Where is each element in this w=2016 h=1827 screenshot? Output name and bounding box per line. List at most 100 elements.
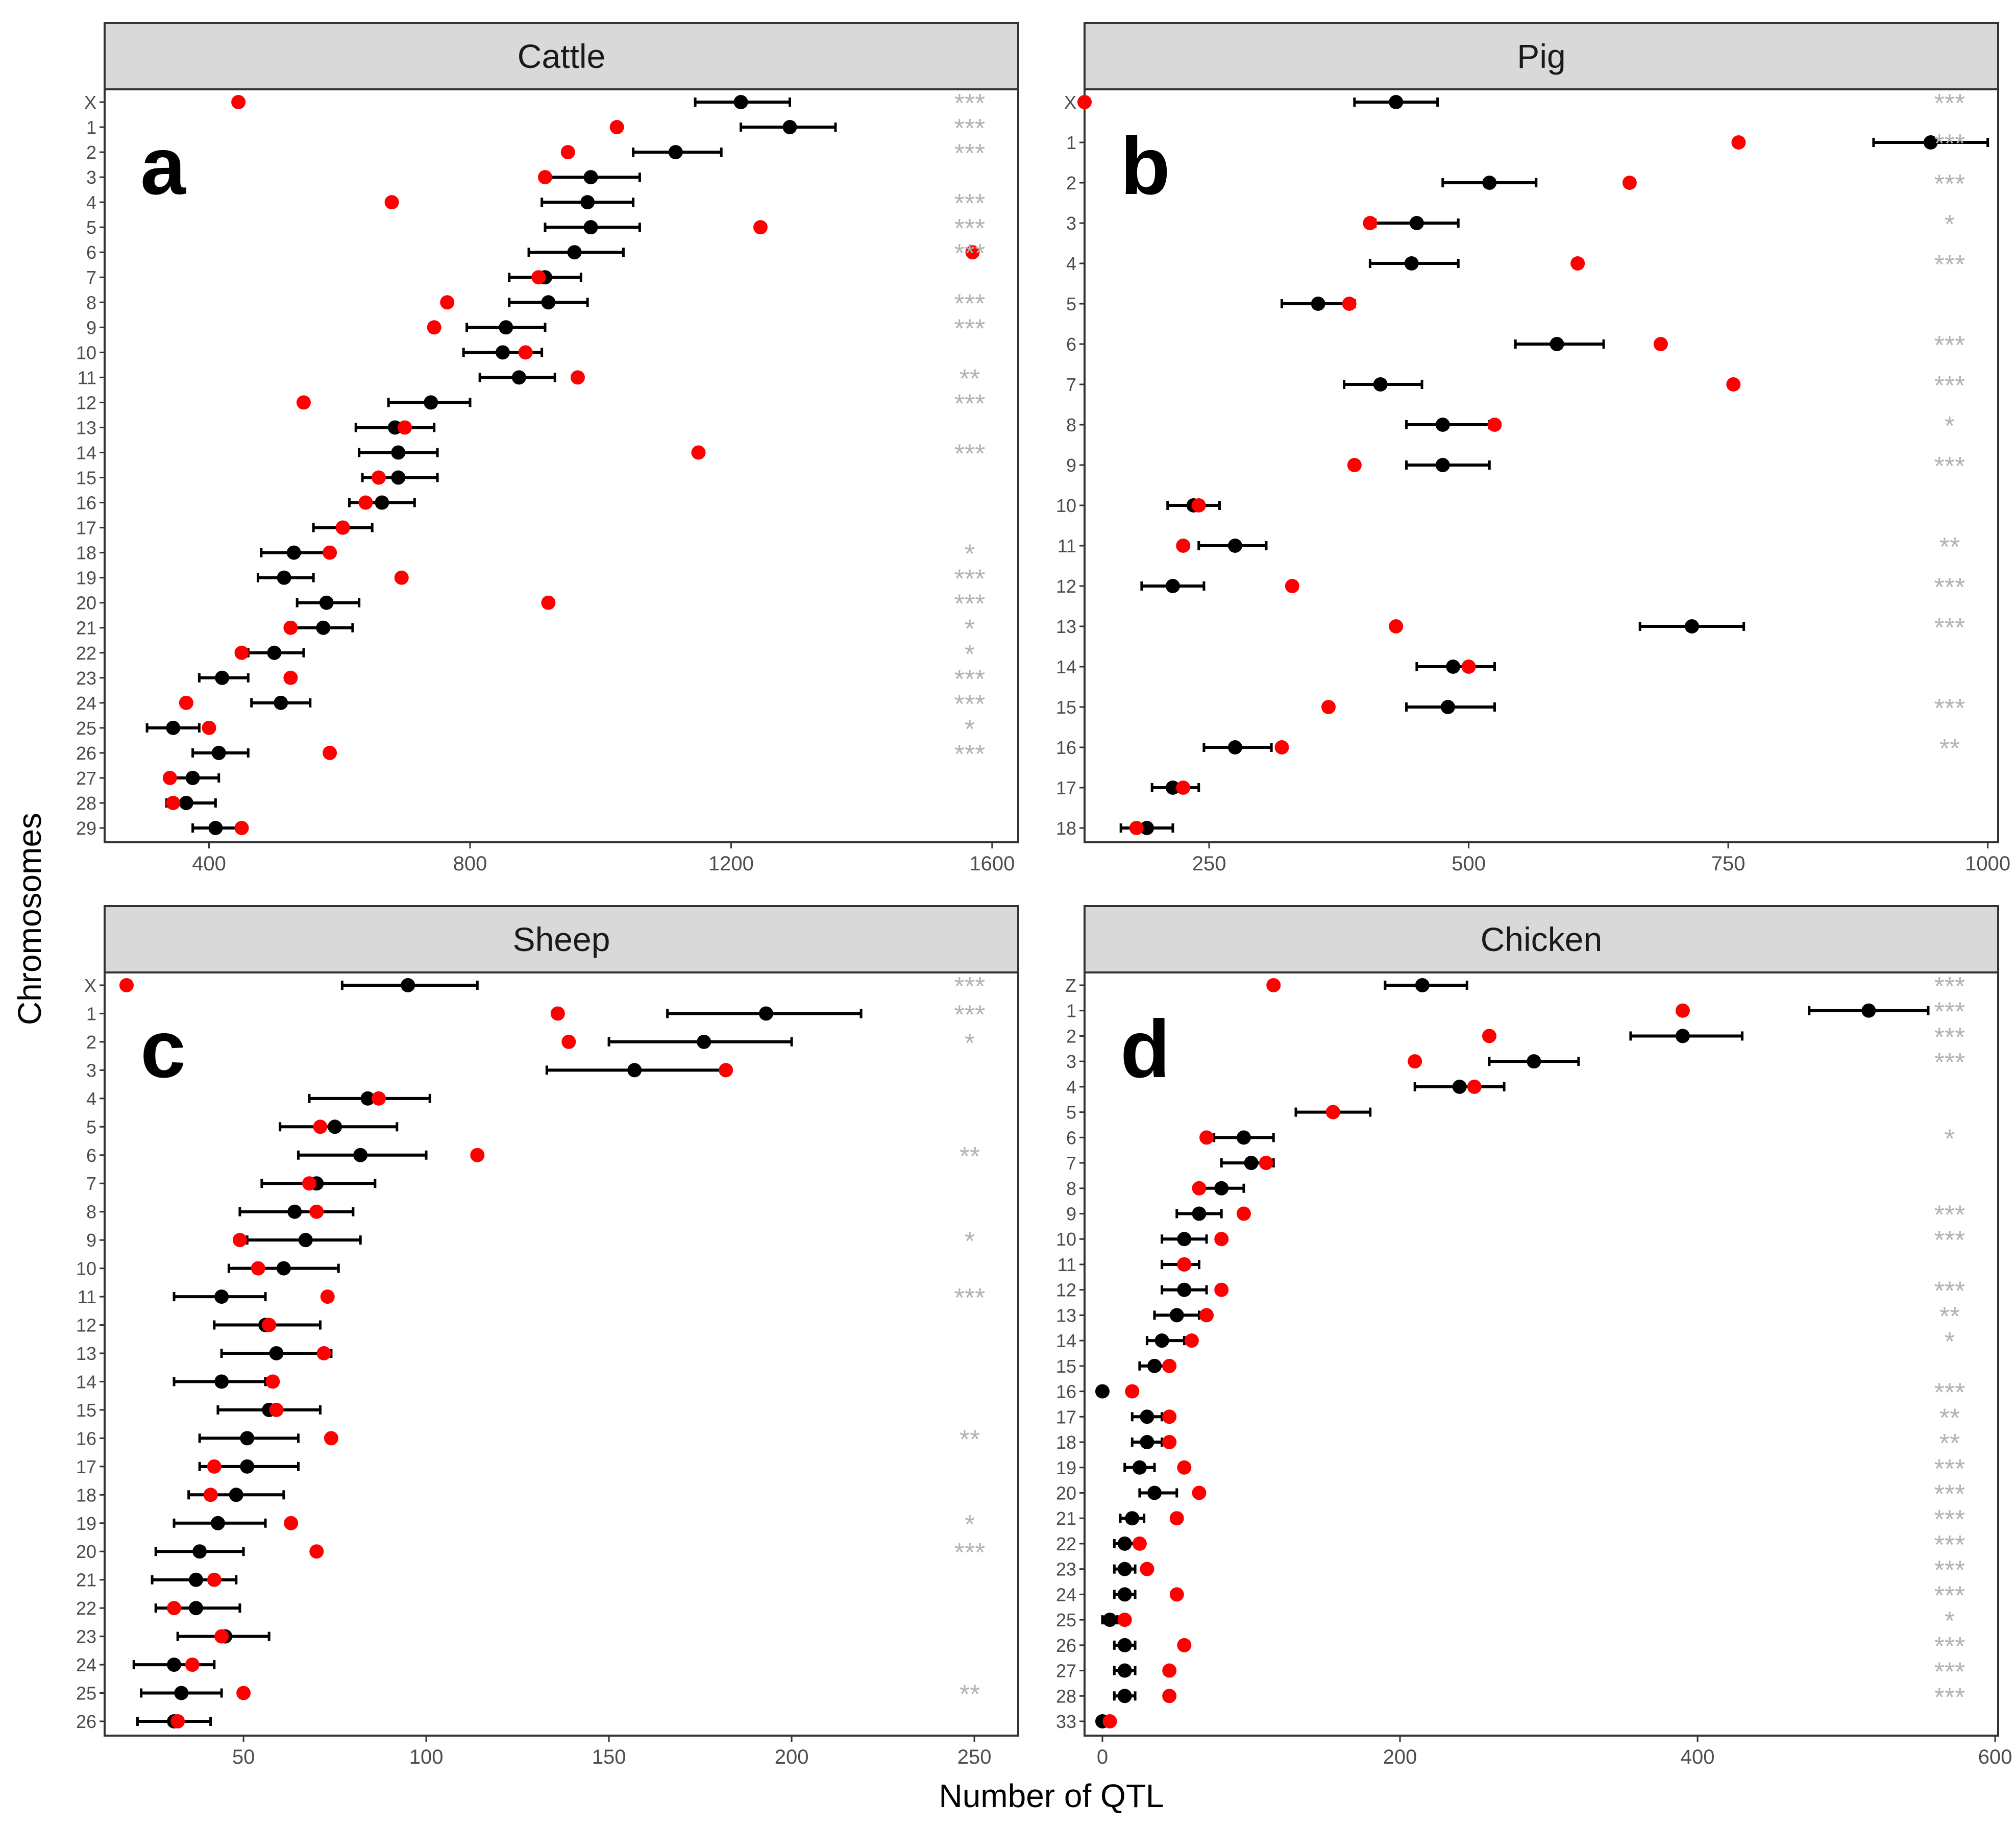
significance-label: *** bbox=[1934, 1226, 1965, 1255]
expected-point bbox=[192, 1544, 207, 1558]
observed-point bbox=[1389, 619, 1403, 634]
expected-point bbox=[541, 295, 555, 309]
observed-point bbox=[1140, 1562, 1154, 1576]
expected-point bbox=[174, 1686, 188, 1700]
y-tick-label: 12 bbox=[1056, 1280, 1076, 1301]
significance-label: *** bbox=[954, 139, 986, 168]
expected-point bbox=[1861, 1004, 1876, 1018]
expected-point bbox=[1436, 418, 1450, 432]
expected-point bbox=[240, 1459, 254, 1474]
observed-point bbox=[610, 120, 624, 134]
y-tick-label: 19 bbox=[76, 1513, 96, 1534]
expected-point bbox=[277, 1261, 291, 1276]
observed-point bbox=[1162, 1435, 1176, 1449]
y-tick-label: 16 bbox=[1056, 737, 1076, 758]
observed-point bbox=[309, 1544, 324, 1558]
y-tick-label: 1 bbox=[1066, 132, 1076, 153]
observed-point bbox=[309, 1205, 324, 1219]
expected-point bbox=[212, 746, 226, 760]
expected-point bbox=[167, 1658, 181, 1672]
x-tick-label: 100 bbox=[409, 1746, 444, 1768]
y-tick-label: 28 bbox=[1056, 1686, 1076, 1707]
observed-point bbox=[1162, 1689, 1176, 1703]
expected-point bbox=[287, 546, 301, 560]
expected-point bbox=[424, 395, 438, 409]
significance-label: *** bbox=[1934, 694, 1965, 723]
significance-label: *** bbox=[954, 972, 986, 1002]
expected-point bbox=[1389, 95, 1403, 109]
expected-point bbox=[496, 345, 510, 359]
significance-label: *** bbox=[954, 1283, 986, 1313]
observed-point bbox=[1176, 539, 1190, 553]
significance-label: *** bbox=[954, 740, 986, 769]
qtl-figure: Cattle400 800 1200 1600X1234567891011121314… bbox=[0, 0, 2016, 1827]
y-tick-label: 7 bbox=[86, 1173, 96, 1194]
y-tick-label: 2 bbox=[1066, 1026, 1076, 1046]
y-axis-title: Chromosomes bbox=[11, 813, 48, 1025]
y-tick-label: 21 bbox=[76, 1570, 96, 1591]
significance-label: *** bbox=[954, 239, 986, 269]
observed-point bbox=[324, 1431, 338, 1445]
significance-label: *** bbox=[1934, 452, 1965, 481]
y-tick-label: 19 bbox=[1056, 1457, 1076, 1478]
observed-point bbox=[1726, 377, 1740, 392]
observed-point bbox=[1103, 1714, 1117, 1728]
observed-point bbox=[236, 1686, 251, 1700]
x-tick-label: 250 bbox=[1192, 852, 1226, 875]
y-tick-label: 2 bbox=[1066, 173, 1076, 193]
y-tick-label: 24 bbox=[76, 693, 96, 714]
expected-point bbox=[734, 95, 748, 109]
x-tick-label: 200 bbox=[1383, 1746, 1417, 1768]
significance-label: * bbox=[965, 1510, 975, 1540]
y-tick-label: 23 bbox=[1056, 1559, 1076, 1580]
y-tick-label: 17 bbox=[76, 518, 96, 539]
expected-point bbox=[1177, 1283, 1191, 1297]
expected-point bbox=[1118, 1562, 1132, 1576]
observed-point bbox=[753, 220, 768, 234]
y-tick-label: 23 bbox=[76, 1626, 96, 1647]
expected-point bbox=[1311, 297, 1325, 311]
expected-point bbox=[1415, 978, 1430, 992]
observed-point bbox=[1162, 1359, 1176, 1373]
observed-point bbox=[1467, 1080, 1482, 1094]
observed-point bbox=[1077, 95, 1092, 109]
observed-point bbox=[1170, 1587, 1184, 1601]
observed-point bbox=[1259, 1156, 1273, 1170]
y-tick-label: 26 bbox=[1056, 1635, 1076, 1656]
y-tick-label: 25 bbox=[76, 1683, 96, 1704]
observed-point bbox=[313, 1119, 327, 1134]
observed-point bbox=[561, 145, 575, 159]
y-tick-label: 6 bbox=[1066, 334, 1076, 355]
expected-point bbox=[267, 646, 281, 660]
panel-letter: c bbox=[140, 1003, 186, 1094]
y-tick-label: 3 bbox=[86, 167, 96, 188]
observed-point bbox=[179, 696, 193, 710]
y-tick-label: 9 bbox=[86, 1230, 96, 1251]
observed-point bbox=[1214, 1232, 1228, 1246]
y-tick-label: 18 bbox=[1056, 818, 1076, 839]
x-tick-label: 800 bbox=[453, 852, 487, 875]
y-tick-label: 3 bbox=[1066, 213, 1076, 234]
expected-point bbox=[240, 1431, 254, 1445]
expected-point bbox=[1118, 1664, 1132, 1678]
expected-point bbox=[697, 1035, 711, 1049]
observed-point bbox=[1570, 256, 1585, 271]
observed-point bbox=[1654, 337, 1668, 351]
observed-point bbox=[1177, 1460, 1191, 1475]
expected-point bbox=[1685, 619, 1699, 634]
expected-point bbox=[1118, 1587, 1132, 1601]
expected-point bbox=[215, 671, 229, 685]
significance-label: *** bbox=[1934, 573, 1965, 602]
x-tick-label: 50 bbox=[232, 1746, 255, 1768]
y-tick-label: Z bbox=[1065, 975, 1076, 996]
x-tick-label: 1200 bbox=[708, 852, 754, 875]
significance-label: ** bbox=[960, 1425, 980, 1454]
x-tick-label: 0 bbox=[1097, 1746, 1108, 1768]
observed-point bbox=[302, 1176, 316, 1190]
observed-point bbox=[202, 721, 216, 735]
y-tick-label: 4 bbox=[86, 192, 96, 213]
panel-title: Sheep bbox=[513, 920, 610, 958]
observed-point bbox=[119, 978, 134, 992]
y-tick-label: 2 bbox=[86, 142, 96, 163]
expected-point bbox=[1244, 1156, 1259, 1170]
